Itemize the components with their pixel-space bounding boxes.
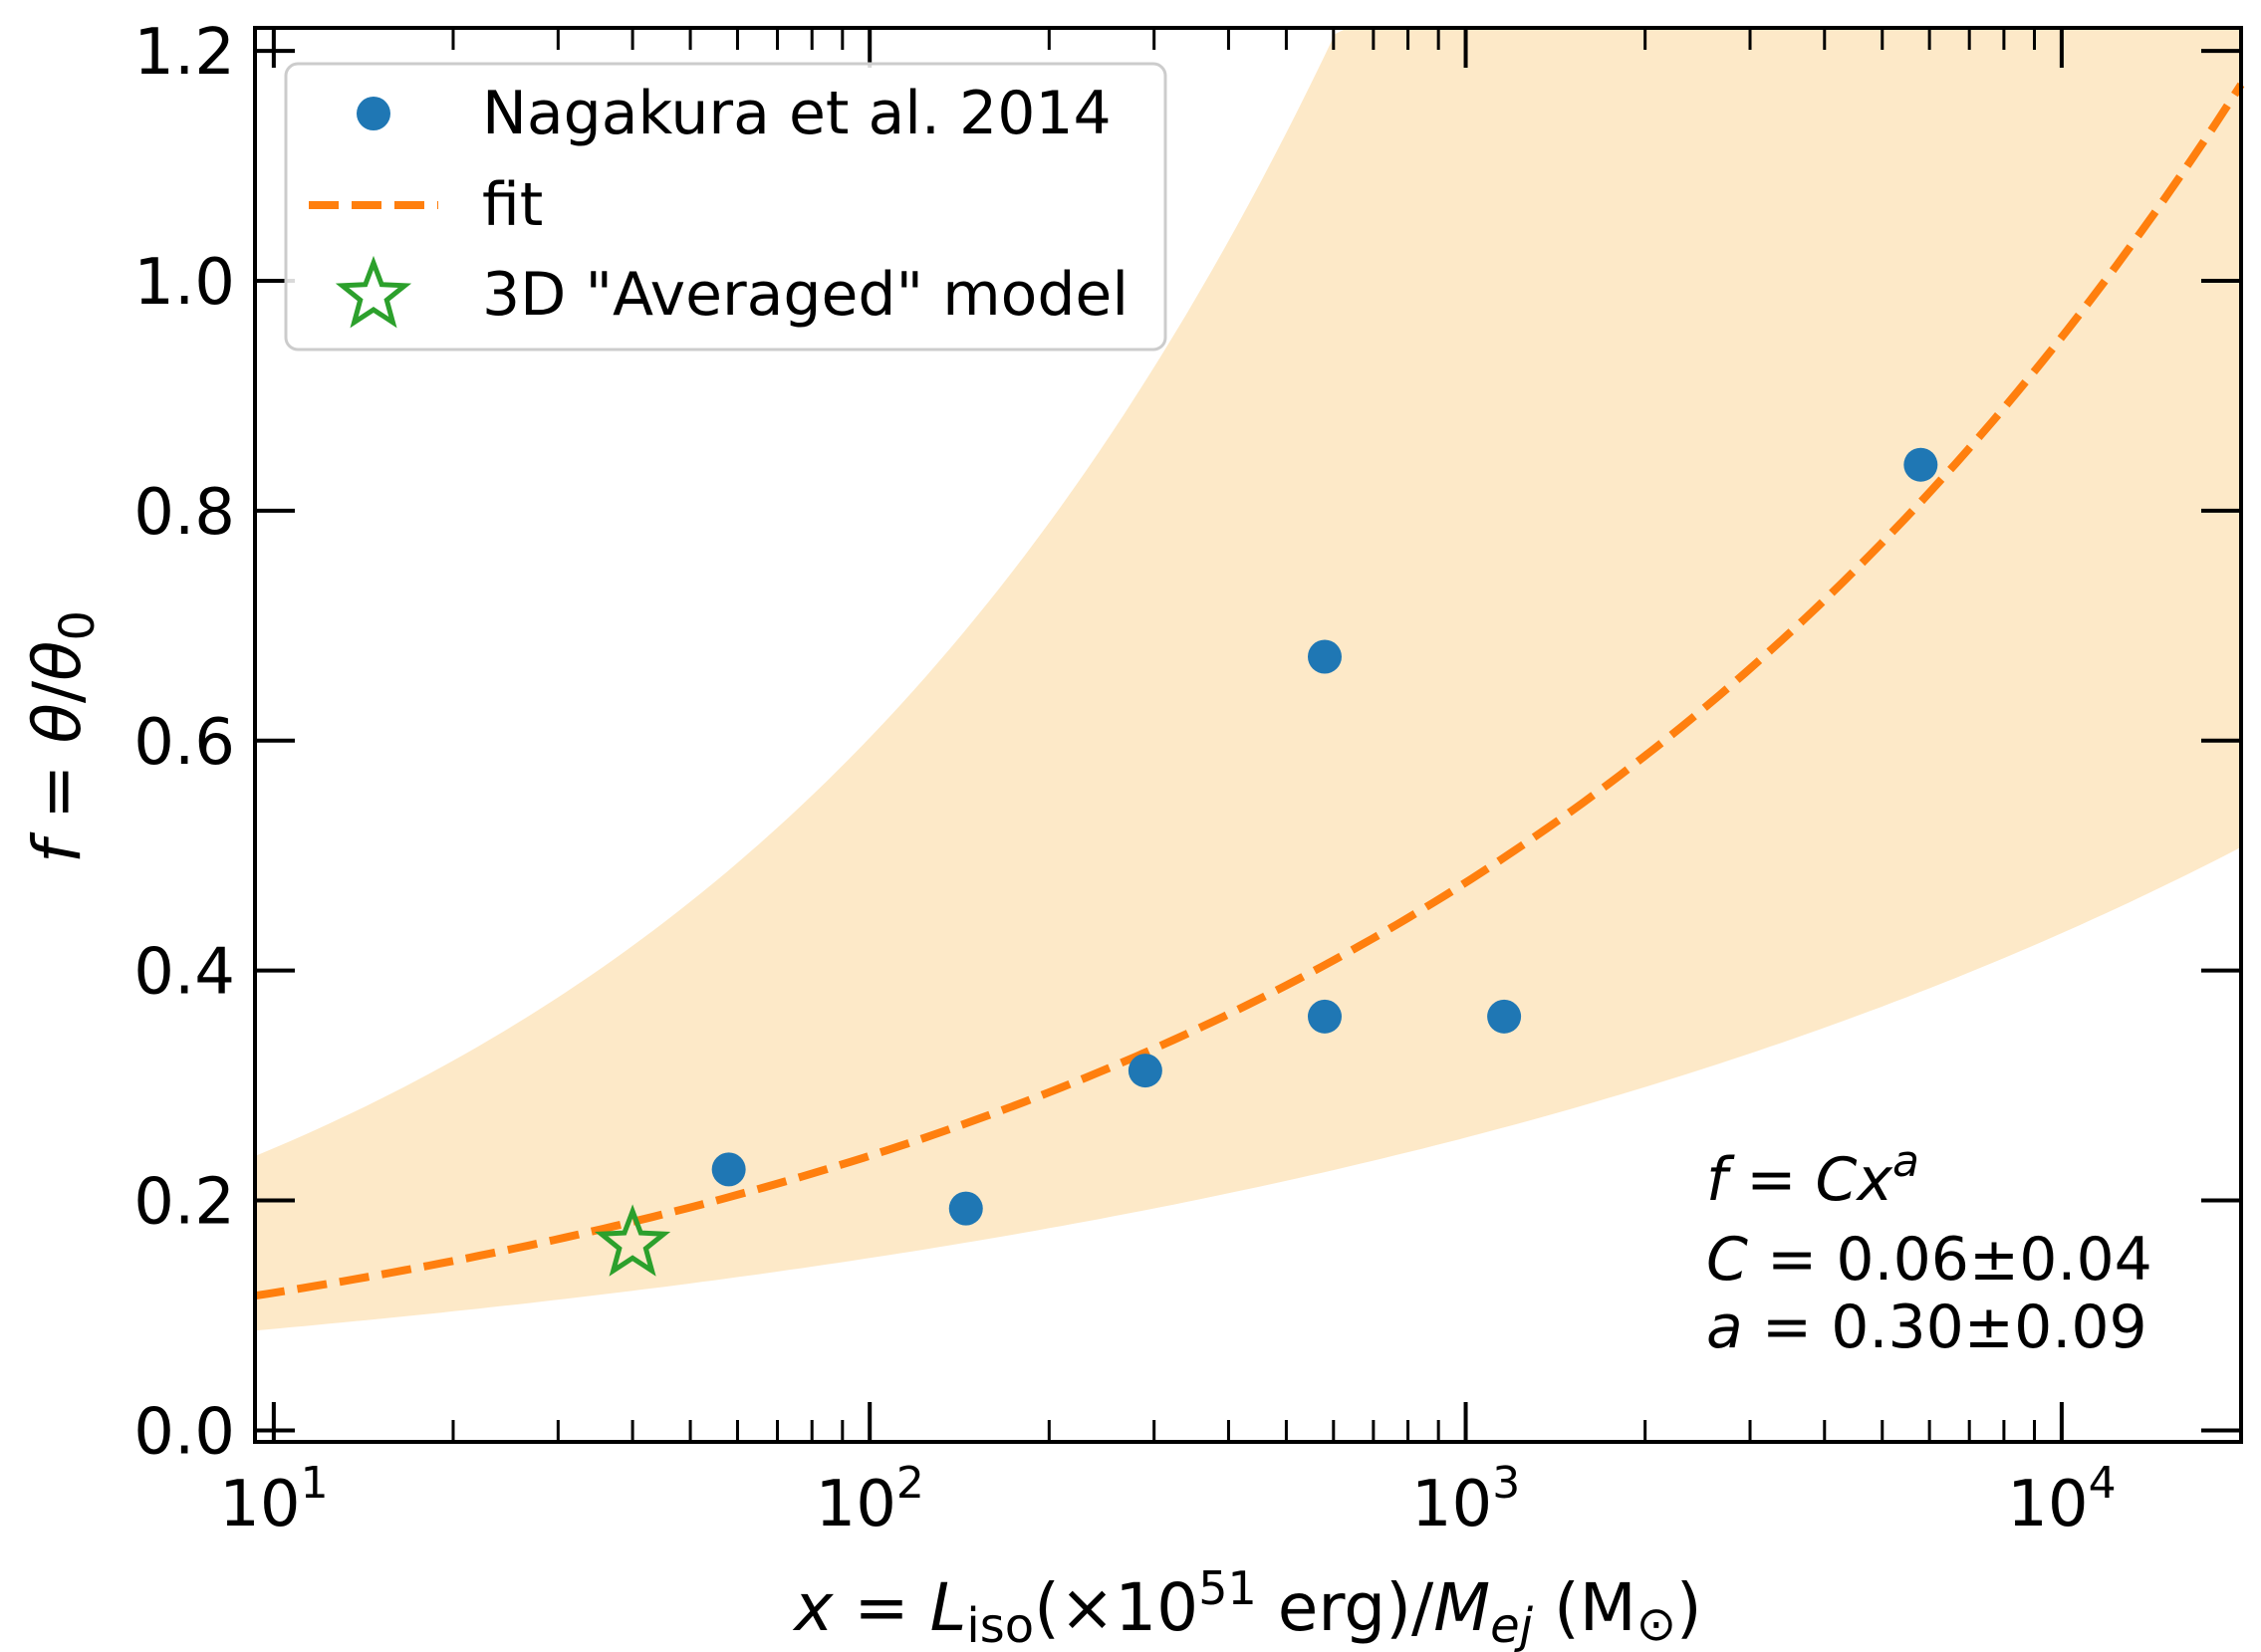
nagakura-data-point — [1128, 1054, 1162, 1088]
x-tick-label: 104 — [2007, 1458, 2116, 1541]
fit-line-layer — [254, 82, 2245, 1300]
y-tick-label: 0.6 — [133, 706, 235, 780]
y-tick-label: 1.2 — [133, 16, 235, 90]
nagakura-data-point — [1307, 999, 1342, 1034]
nagakura-data-point — [1903, 447, 1938, 482]
band-area — [255, 28, 2241, 1331]
y-tick-labels: 0.0 0.2 0.4 0.6 0.8 1.0 1.2 — [133, 16, 235, 1469]
legend-label-nagakura: Nagakura et al. 2014 — [482, 79, 1112, 148]
uncertainty-band — [255, 28, 2241, 1331]
legend-marker-star — [335, 255, 412, 329]
minor-ticks — [451, 28, 2243, 1442]
fit-annotation: f = Cxa C = 0.06±0.04 a = 0.30±0.09 — [1706, 1136, 2152, 1362]
averaged-model-star — [595, 1204, 671, 1277]
plot-frame — [253, 26, 2243, 1444]
annotation-c-value: C = 0.06±0.04 — [1706, 1225, 2152, 1295]
legend: Nagakura et al. 2014 fit 3D "Averaged" m… — [284, 62, 1167, 352]
x-tick-label: 103 — [1411, 1458, 1520, 1541]
nagakura-data-point — [711, 1152, 746, 1187]
nagakura-data-point — [948, 1191, 983, 1226]
annotation-a-value: a = 0.30±0.09 — [1706, 1293, 2147, 1362]
y-tick-label: 1.0 — [133, 246, 235, 320]
y-tick-label: 0.0 — [133, 1395, 235, 1469]
nagakura-data-point — [1487, 999, 1522, 1034]
x-axis-label: x = Liso(×1051 erg)/Mej (M⊙) — [792, 1561, 1701, 1652]
x-tick-labels: 101 102 103 104 — [219, 1458, 2116, 1541]
x-tick-label: 101 — [219, 1458, 328, 1541]
annotation-formula: f = Cxa — [1706, 1136, 1919, 1215]
y-tick-label: 0.4 — [133, 936, 235, 1010]
legend-label-averaged: 3D "Averaged" model — [482, 260, 1129, 330]
legend-marker-nagakura — [357, 97, 390, 130]
fit-line — [254, 82, 2245, 1300]
y-tick-label: 0.8 — [133, 476, 235, 550]
nagakura-data-point — [1307, 639, 1342, 674]
x-tick-label: 102 — [815, 1458, 923, 1541]
data-points — [595, 447, 1938, 1277]
y-tick-label: 0.2 — [133, 1166, 235, 1240]
legend-box — [284, 62, 1167, 352]
y-axis-label: f = θ/θ0 — [19, 610, 106, 863]
legend-label-fit: fit — [482, 170, 543, 240]
